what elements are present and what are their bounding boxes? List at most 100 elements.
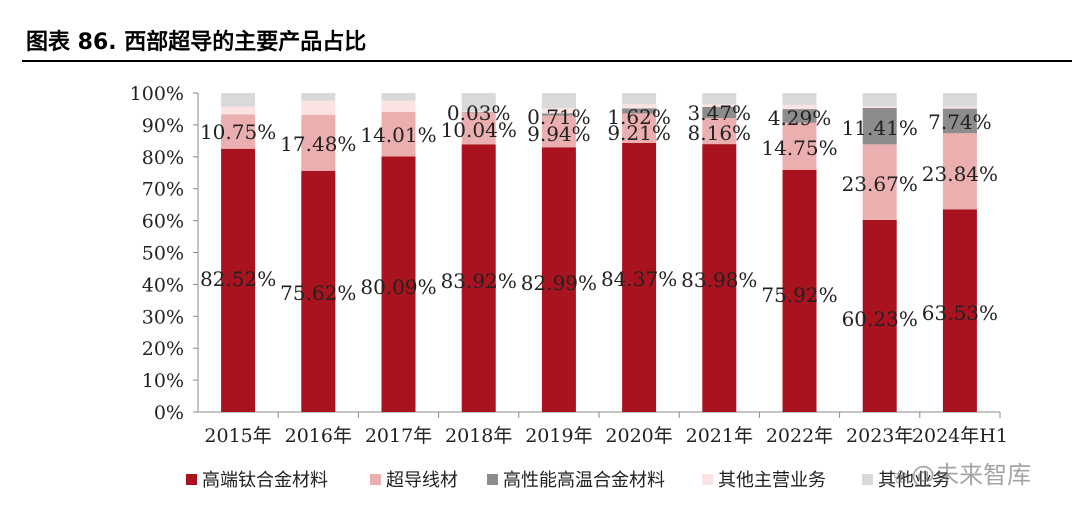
bar-segment-2 [622,113,657,143]
data-label: 84.37% [601,267,677,291]
x-tick-label: 2021年 [686,425,753,447]
bar-segment-3 [942,108,977,134]
y-tick-label: 80% [142,147,184,169]
watermark: ❀ @未来智库 [893,455,1031,490]
bar-segment-5 [301,93,336,101]
y-tick-label: 40% [142,274,184,296]
bar-segment-2 [221,114,256,149]
bar-segment-5 [381,93,416,101]
x-tick-label: 2023年 [846,425,913,447]
bar-segment-1 [942,209,977,412]
data-label: 4.29% [768,106,832,130]
bar-segment-3 [461,112,496,113]
data-label: 17.48% [280,132,356,156]
bar-segment-3 [862,107,897,145]
bar-segment-2 [862,144,897,220]
bar-segment-1 [221,148,256,412]
data-label: 9.21% [607,121,671,145]
y-tick-label: 30% [142,306,184,328]
bar-segment-3 [541,113,576,116]
data-label: 3.47% [688,101,752,125]
data-label: 82.99% [521,271,597,295]
y-tick-label: 70% [142,179,184,201]
watermark-icon: ❀ [893,467,909,488]
x-tick-label: 2019年 [525,425,592,447]
bar-segment-1 [461,144,496,412]
bar-segment-2 [702,118,737,145]
bar-segment-5 [541,93,576,109]
legend-swatch [702,474,713,485]
bar-segment-5 [862,93,897,107]
bar-segment-2 [541,115,576,148]
y-tick-label: 20% [142,338,184,360]
bar-segment-4 [221,106,256,115]
data-label: 83.98% [681,268,757,292]
bar-segment-1 [862,219,897,412]
bar-segment-1 [381,156,416,412]
legend-label: 高端钛合金材料 [202,470,328,491]
bar-segment-4 [782,104,817,110]
legend-label: 高性能高温合金材料 [503,470,665,491]
bar-segment-2 [942,133,977,210]
legend-label: 其他主营业务 [718,470,826,491]
bar-segment-5 [782,93,817,105]
data-label: 7.74% [928,110,992,134]
data-label: 75.62% [280,281,356,305]
data-label: 0.71% [527,105,591,129]
bar-segment-3 [622,108,657,114]
legend-swatch [862,474,873,485]
data-label: 1.62% [607,105,671,129]
x-tick-label: 2022年 [766,425,833,447]
bar-segment-3 [782,109,817,123]
bar-segment-4 [942,106,977,109]
bar-segment-5 [702,93,737,105]
data-label: 0.03% [447,101,511,125]
bar-segment-3 [702,107,737,119]
legend-swatch [487,474,498,485]
data-label: 60.23% [842,307,918,331]
bar-segment-4 [622,104,657,109]
data-label: 8.16% [688,121,752,145]
bar-segment-1 [622,142,657,413]
bar-segment-4 [702,104,737,108]
bar-segment-1 [782,169,817,412]
x-tick-label: 2024年H1 [912,425,1008,447]
x-tick-label: 2020年 [605,425,672,447]
data-label: 23.84% [922,162,998,186]
bar-segment-1 [541,147,576,412]
bar-segment-5 [461,93,496,112]
data-label: 10.04% [441,118,517,142]
bar-segment-5 [622,93,657,105]
y-tick-label: 50% [142,243,184,265]
data-label: 83.92% [441,269,517,293]
data-label: 63.53% [922,301,998,325]
bar-segment-2 [381,111,416,157]
data-label: 80.09% [360,275,436,299]
bar-segment-2 [782,122,817,170]
data-label: 14.01% [360,123,436,147]
bar-segment-4 [381,100,416,112]
bar-segment-4 [301,100,336,116]
legend-swatch [186,474,197,485]
bar-segment-4 [541,108,576,114]
y-tick-label: 0% [154,402,184,424]
watermark-text: @未来智库 [911,461,1032,489]
bar-segment-2 [301,115,336,171]
bar-segment-5 [221,93,256,107]
title-bar: 图表 86. 西部超导的主要产品占比 [22,18,1072,62]
legend-label: 超导线材 [386,470,458,491]
y-tick-label: 100% [130,83,184,105]
data-label: 82.52% [200,267,276,291]
y-tick-label: 10% [142,370,184,392]
x-tick-label: 2017年 [365,425,432,447]
data-label: 75.92% [761,283,837,307]
data-label: 23.67% [842,172,918,196]
chart-title: 图表 86. 西部超导的主要产品占比 [26,30,367,55]
y-tick-label: 90% [142,115,184,137]
legend-swatch [370,474,381,485]
x-tick-label: 2018年 [445,425,512,447]
bar-segment-4 [461,111,496,113]
data-label: 9.94% [527,122,591,146]
bar-segment-5 [942,93,977,107]
